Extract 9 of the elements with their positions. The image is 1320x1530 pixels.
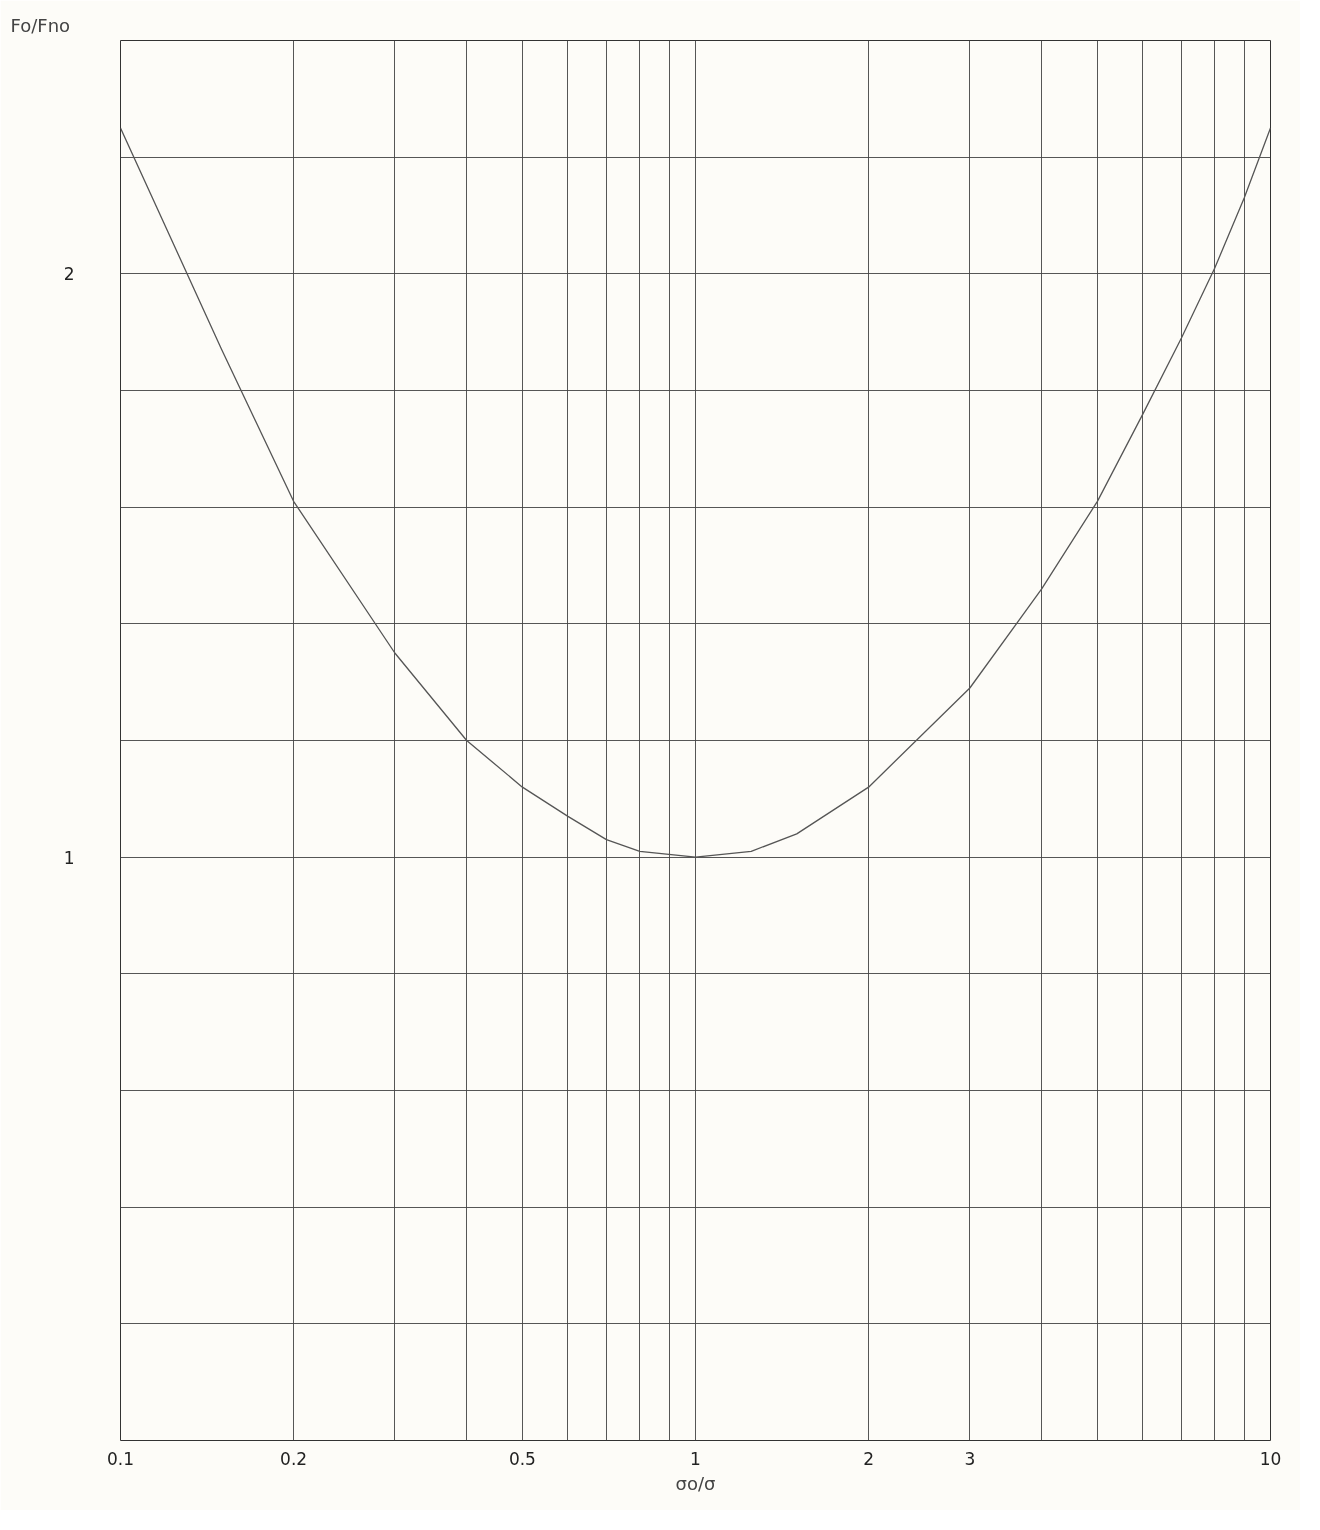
x-tick-label: 3 (964, 1448, 976, 1469)
x-tick-label: 1 (690, 1448, 701, 1469)
x-tick-label: 2 (863, 1448, 875, 1469)
y-axis-title: Fo/Fno (10, 14, 71, 36)
x-tick-label: 0.2 (280, 1448, 308, 1469)
x-tick-label: 10 (1259, 1448, 1282, 1469)
x-tick-label: 0.1 (106, 1448, 135, 1469)
x-axis-title: σo/σ (675, 1472, 716, 1494)
x-tick-label: 0.5 (508, 1448, 536, 1469)
